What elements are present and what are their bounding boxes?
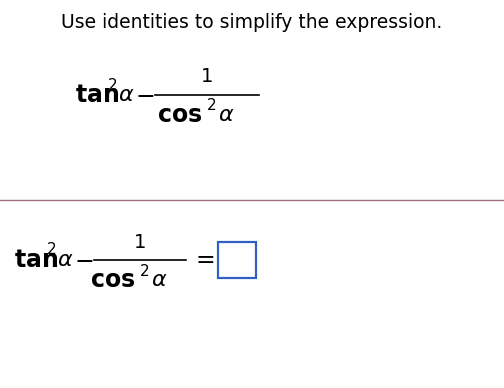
Text: $\alpha$: $\alpha$ — [218, 105, 234, 125]
Text: 2: 2 — [47, 242, 56, 258]
Text: $-$: $-$ — [74, 248, 93, 272]
Text: Use identities to simplify the expression.: Use identities to simplify the expressio… — [61, 14, 443, 33]
Text: $-$: $-$ — [135, 83, 154, 107]
Text: 2: 2 — [207, 99, 217, 114]
Text: 1: 1 — [201, 68, 213, 87]
Text: $\mathbf{cos}$: $\mathbf{cos}$ — [90, 268, 135, 292]
Text: $\alpha$: $\alpha$ — [57, 250, 74, 270]
Text: $\alpha$: $\alpha$ — [151, 270, 167, 290]
Text: $\mathbf{tan}$: $\mathbf{tan}$ — [75, 83, 119, 107]
Text: 2: 2 — [140, 263, 150, 279]
Text: =: = — [196, 248, 216, 272]
Bar — [218, 242, 256, 278]
Text: $\mathbf{cos}$: $\mathbf{cos}$ — [157, 103, 202, 127]
Text: $\mathbf{tan}$: $\mathbf{tan}$ — [14, 248, 58, 272]
Text: 2: 2 — [108, 78, 117, 92]
Text: $\alpha$: $\alpha$ — [118, 85, 135, 105]
Text: 1: 1 — [134, 232, 146, 251]
